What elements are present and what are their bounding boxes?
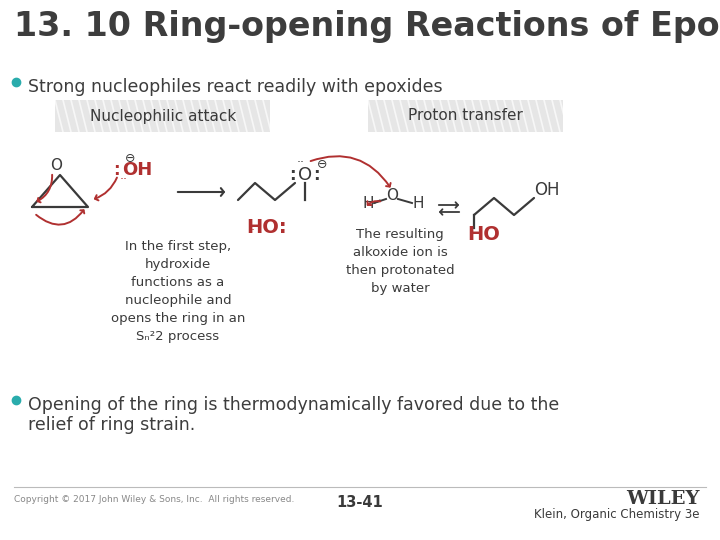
- Text: Opening of the ring is thermodynamically favored due to the: Opening of the ring is thermodynamically…: [28, 396, 559, 414]
- Text: WILEY: WILEY: [626, 490, 700, 508]
- Text: relief of ring strain.: relief of ring strain.: [28, 416, 195, 434]
- Text: H: H: [413, 195, 424, 211]
- Text: OH: OH: [122, 161, 152, 179]
- Text: OH: OH: [534, 181, 559, 199]
- Text: ··: ··: [297, 157, 305, 170]
- Text: Copyright © 2017 John Wiley & Sons, Inc.  All rights reserved.: Copyright © 2017 John Wiley & Sons, Inc.…: [14, 495, 294, 504]
- Text: ⊖: ⊖: [317, 159, 328, 172]
- Text: 13-41: 13-41: [337, 495, 383, 510]
- FancyBboxPatch shape: [368, 100, 563, 132]
- Text: O: O: [386, 188, 398, 204]
- Text: In the first step,
hydroxide
functions as a
nucleophile and
opens the ring in an: In the first step, hydroxide functions a…: [111, 240, 246, 343]
- Text: HO: HO: [467, 226, 500, 245]
- Text: ··: ··: [248, 225, 256, 238]
- Text: O: O: [50, 158, 62, 172]
- Text: The resulting
alkoxide ion is
then protonated
by water: The resulting alkoxide ion is then proto…: [346, 228, 454, 295]
- Text: :: :: [113, 161, 120, 179]
- Text: HO:: HO:: [246, 218, 287, 237]
- Text: :: :: [289, 166, 296, 184]
- FancyBboxPatch shape: [55, 100, 270, 132]
- Text: Klein, Organic Chemistry 3e: Klein, Organic Chemistry 3e: [534, 508, 700, 521]
- Text: Nucleophilic attack: Nucleophilic attack: [90, 109, 236, 124]
- Text: 13. 10 Ring-opening Reactions of Epoxides: 13. 10 Ring-opening Reactions of Epoxide…: [14, 10, 720, 43]
- Text: :: :: [313, 166, 320, 184]
- Text: H: H: [362, 195, 374, 211]
- Text: Strong nucleophiles react readily with epoxides: Strong nucleophiles react readily with e…: [28, 78, 443, 96]
- Text: ⊖: ⊖: [125, 152, 135, 165]
- Text: ··: ··: [120, 173, 128, 186]
- Text: O: O: [298, 166, 312, 184]
- Text: Proton transfer: Proton transfer: [408, 109, 523, 124]
